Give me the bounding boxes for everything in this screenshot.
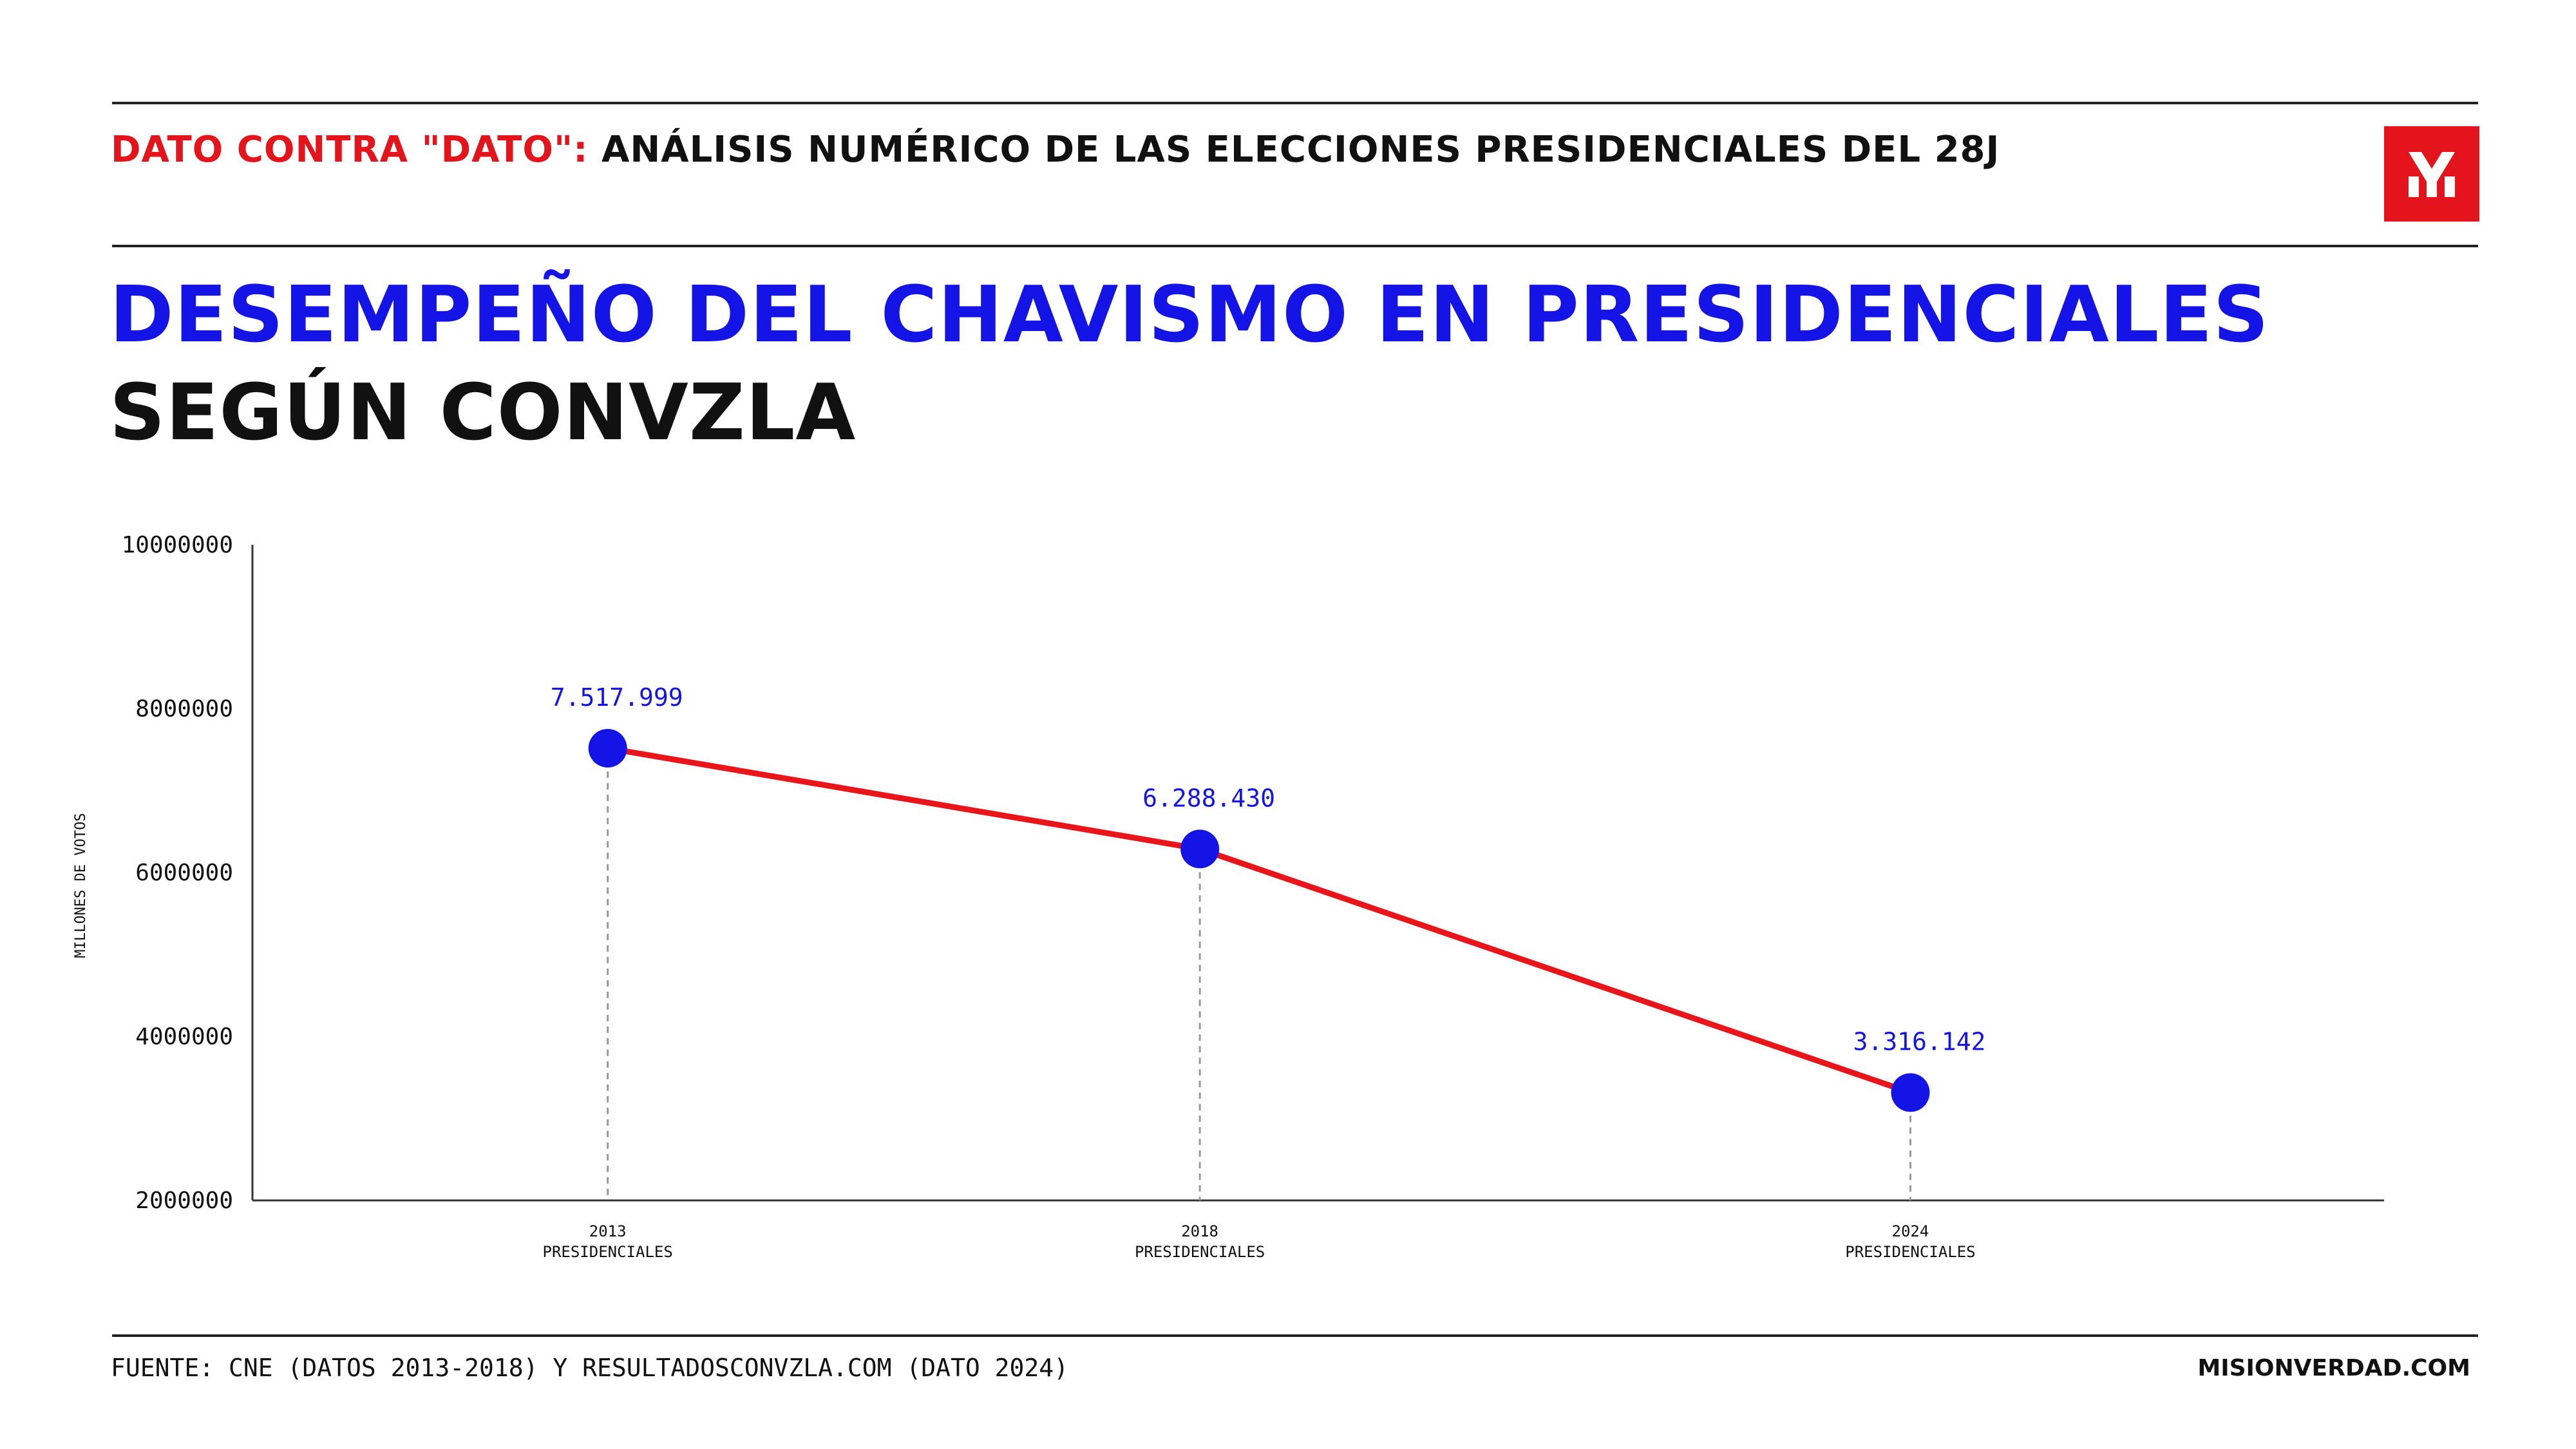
chart-subtitle: SEGÚN CONVZLA (109, 368, 857, 458)
logo-mark (2409, 152, 2455, 197)
y-tick-label: 10000000 (122, 532, 233, 558)
y-tick-label: 8000000 (135, 696, 233, 723)
source-note: FUENTE: CNE (DATOS 2013-2018) Y RESULTAD… (111, 1354, 1069, 1382)
x-tick-label: PRESIDENCIALES (1845, 1243, 1975, 1261)
top-rule (112, 102, 2478, 104)
chart-axes: 2000000 4000000 6000000 8000000 10000000 MILL… (73, 532, 2384, 1261)
y-tick-label: 6000000 (135, 860, 233, 886)
kicker: DATO CONTRA "DATO": ANÁLISIS NUMÉRICO DE… (111, 129, 2000, 171)
data-label: 3.316.142 (1853, 1028, 1985, 1056)
kicker-black: ANÁLISIS NUMÉRICO DE LAS ELECCIONES PRES… (601, 129, 2000, 171)
x-tick-year: 2013 (589, 1222, 627, 1240)
misionverdad-logo-icon (2384, 126, 2479, 222)
data-label: 7.517.999 (551, 683, 683, 712)
y-tick-label: 4000000 (135, 1024, 233, 1050)
kicker-red: DATO CONTRA "DATO": (111, 129, 589, 171)
chart-marks: 7.517.999 6.288.430 3.316.142 (551, 683, 1985, 1200)
y-tick-label: 2000000 (135, 1188, 233, 1214)
footer-rule (112, 1334, 2478, 1337)
x-tick-label: PRESIDENCIALES (543, 1243, 673, 1261)
site-credit: MISIONVERDAD.COM (2197, 1355, 2470, 1381)
data-point (1891, 1073, 1930, 1112)
x-tick-year: 2018 (1181, 1222, 1218, 1240)
data-label: 6.288.430 (1142, 784, 1275, 812)
header-rule (112, 245, 2478, 247)
chart-title: DESEMPEÑO DEL CHAVISMO EN PRESIDENCIALES (109, 270, 2269, 360)
y-axis-label: MILLONES DE VOTOS (73, 813, 89, 958)
x-tick-label: PRESIDENCIALES (1135, 1243, 1265, 1261)
data-point (588, 728, 627, 768)
data-point (1180, 829, 1220, 869)
x-tick-year: 2024 (1892, 1222, 1929, 1240)
